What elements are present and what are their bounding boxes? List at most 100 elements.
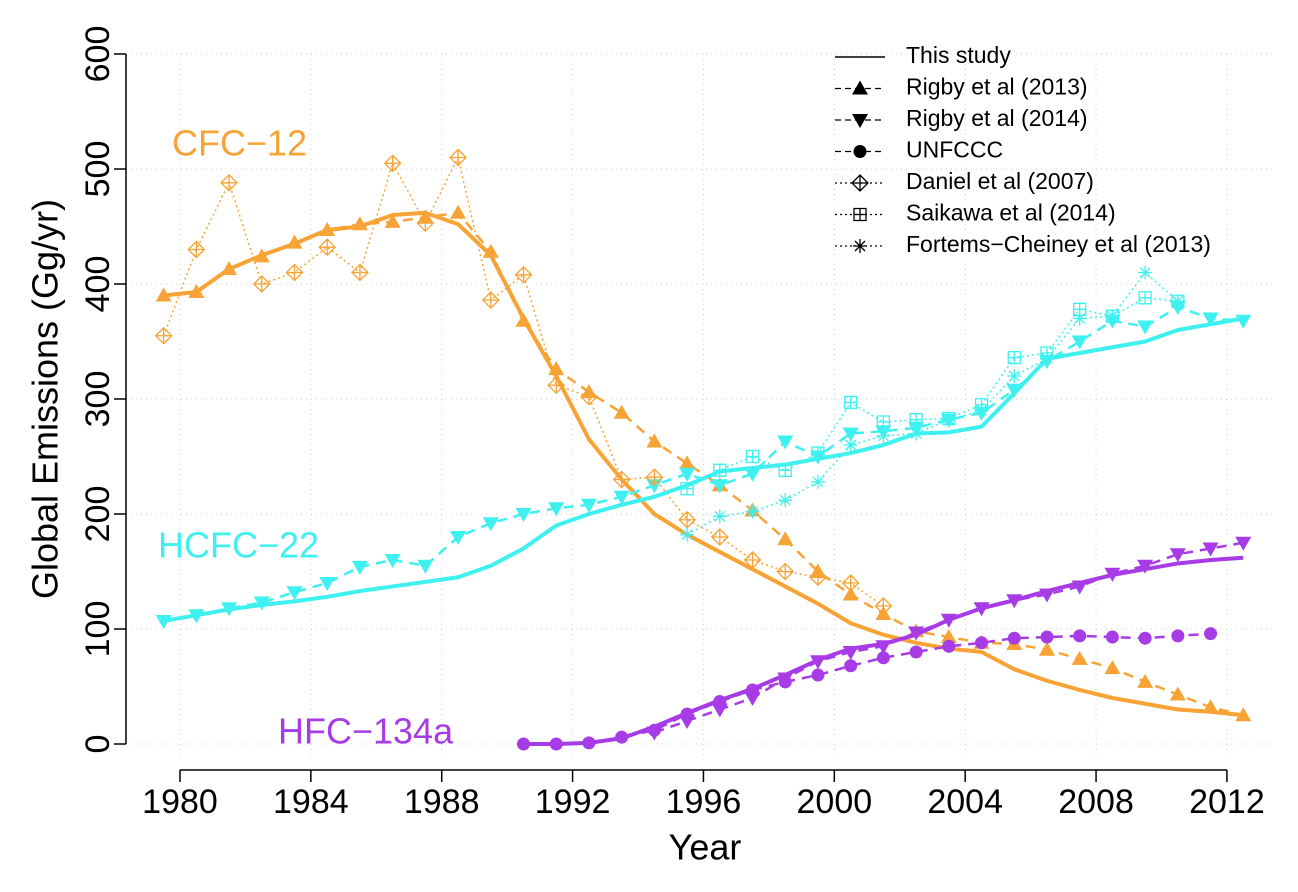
marker: [1007, 369, 1022, 383]
marker: [1171, 629, 1185, 643]
marker: [940, 629, 957, 644]
marker: [853, 207, 867, 222]
marker: [1073, 629, 1087, 643]
marker: [155, 287, 172, 302]
marker: [1202, 699, 1219, 714]
marker: [1138, 291, 1152, 305]
y-tick-label: 600: [79, 26, 117, 83]
marker: [547, 376, 566, 395]
marker: [875, 640, 892, 655]
y-tick-label: 100: [79, 601, 117, 658]
marker: [842, 586, 859, 601]
marker: [319, 577, 336, 591]
marker: [1071, 650, 1088, 665]
marker: [154, 326, 173, 345]
x-tick-label: 1988: [404, 783, 480, 821]
marker: [1202, 542, 1219, 557]
marker: [187, 240, 206, 259]
marker: [842, 646, 859, 660]
marker: [876, 651, 890, 665]
marker: [745, 504, 760, 519]
marker: [1235, 536, 1252, 551]
marker: [319, 221, 336, 236]
marker: [351, 263, 369, 282]
marker: [876, 415, 891, 429]
marker: [318, 238, 337, 257]
marker: [580, 498, 597, 513]
plot-area: [154, 148, 1252, 751]
marker: [1038, 588, 1055, 603]
marker: [580, 387, 598, 406]
marker: [679, 455, 696, 470]
x-tick-label: 2008: [1058, 783, 1134, 821]
marker: [613, 404, 630, 419]
marker: [940, 613, 957, 628]
marker: [1105, 309, 1120, 324]
marker: [809, 568, 827, 587]
marker: [450, 531, 467, 545]
y-tick-label: 200: [79, 486, 117, 543]
marker: [286, 586, 303, 601]
marker: [253, 248, 270, 263]
marker: [384, 213, 401, 228]
marker: [908, 626, 925, 641]
marker: [711, 479, 728, 494]
marker: [909, 645, 923, 659]
legend-label: Rigby et al (2013): [906, 74, 1088, 100]
marker: [252, 275, 271, 293]
marker: [514, 265, 533, 284]
legend: This study Rigby et al (2013) Rigby et al …: [835, 42, 1211, 257]
x-tick-label: 1980: [142, 783, 218, 821]
marker: [515, 312, 532, 327]
legend-label: Rigby et al (2014): [906, 105, 1088, 131]
marker: [1040, 630, 1054, 644]
marker: [1204, 627, 1218, 641]
marker: [1235, 707, 1252, 722]
marker: [286, 234, 303, 249]
axes: 0 100 200 300 400 500 600 1980 1984 1988 1992 1996 2…: [79, 26, 1265, 821]
marker: [515, 508, 532, 522]
marker: [853, 145, 867, 158]
marker: [384, 554, 401, 568]
x-tick-label: 1996: [666, 783, 742, 821]
legend-label: Fortems−Cheiney et al (2013): [906, 231, 1211, 257]
marker: [809, 655, 826, 670]
marker: [941, 412, 956, 427]
marker: [844, 659, 858, 673]
marker: [679, 715, 696, 729]
marker: [811, 668, 825, 682]
marker: [778, 493, 793, 508]
marker: [712, 509, 727, 524]
marker: [221, 261, 238, 276]
marker: [1105, 630, 1119, 644]
marker: [188, 284, 205, 299]
y-tick-label: 500: [79, 141, 117, 198]
legend-label: Saikawa et al (2014): [906, 200, 1116, 226]
marker: [851, 174, 869, 192]
marker: [416, 214, 435, 232]
marker: [710, 528, 729, 546]
marker: [482, 243, 499, 258]
marker: [1169, 548, 1186, 563]
legend-label: This study: [906, 42, 1011, 68]
marker: [973, 602, 990, 617]
marker: [777, 531, 794, 546]
marker: [1006, 594, 1023, 609]
marker: [1137, 673, 1154, 688]
marker: [680, 527, 695, 542]
marker: [351, 560, 368, 575]
marker: [974, 403, 989, 418]
marker: [842, 427, 859, 442]
marker: [777, 435, 794, 450]
marker: [613, 490, 630, 505]
marker: [1104, 660, 1121, 675]
marker: [843, 438, 858, 452]
marker: [743, 551, 762, 569]
marker: [646, 433, 663, 448]
x-axis-title: Year: [669, 827, 742, 868]
marker: [874, 597, 893, 615]
marker: [841, 574, 860, 592]
gas-label: CFC−12: [172, 123, 307, 164]
y-tick-label: 400: [79, 256, 117, 313]
